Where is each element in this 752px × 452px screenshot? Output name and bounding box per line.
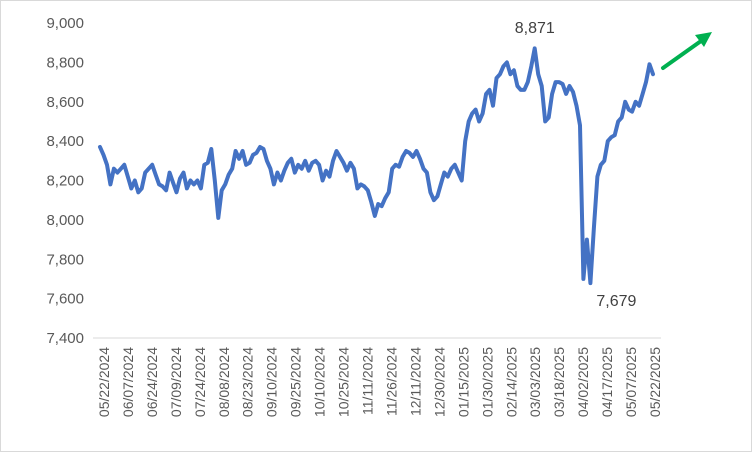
y-tick-label: 8,000 [46, 212, 84, 229]
x-tick-label: 03/03/2025 [527, 347, 543, 417]
x-tick-label: 05/22/2024 [96, 347, 112, 417]
x-tick-label: 07/24/2024 [192, 347, 208, 417]
x-tick-label: 11/11/2024 [360, 347, 376, 415]
x-tick-label: 12/11/2024 [407, 347, 423, 416]
x-tick-label: 11/26/2024 [383, 347, 399, 416]
x-tick-label: 04/02/2025 [575, 347, 591, 417]
y-axis-labels: 7,400 7,600 7,800 8,000 8,200 8,400 8,600 8,800… [46, 15, 84, 347]
x-tick-label: 01/30/2025 [479, 347, 495, 417]
annotation-low-label: 7,679 [596, 293, 636, 310]
annotation-high-label: 8,871 [515, 20, 555, 37]
x-tick-label: 06/07/2024 [120, 347, 136, 417]
x-tick-label: 09/10/2024 [264, 347, 280, 417]
x-tick-label: 12/30/2024 [431, 347, 447, 417]
x-tick-label: 04/17/2025 [599, 347, 615, 417]
y-tick-label: 8,800 [46, 54, 84, 71]
x-tick-label: 02/14/2025 [503, 347, 519, 417]
x-axis-labels: 05/22/2024 06/07/2024 06/24/2024 07/09/2024… [96, 347, 663, 417]
y-tick-label: 7,600 [46, 291, 84, 308]
x-tick-label: 08/23/2024 [240, 347, 256, 417]
y-tick-label: 8,200 [46, 173, 84, 190]
x-tick-label: 09/25/2024 [288, 347, 304, 417]
y-tick-label: 8,600 [46, 94, 84, 111]
x-tick-label: 10/25/2024 [336, 347, 352, 417]
x-tick-label: 01/15/2025 [455, 347, 471, 417]
y-tick-label: 8,400 [46, 133, 84, 150]
y-tick-label: 9,000 [46, 15, 84, 32]
y-tick-label: 7,400 [46, 330, 84, 347]
trend-arrow-icon [661, 39, 703, 70]
x-tick-label: 06/24/2024 [144, 347, 160, 417]
x-tick-label: 10/10/2024 [312, 347, 328, 417]
x-tick-label: 07/09/2024 [168, 347, 184, 417]
x-tick-label: 03/18/2025 [551, 347, 567, 417]
x-tick-label: 05/22/2025 [647, 347, 663, 417]
y-tick-label: 7,800 [46, 251, 84, 268]
x-tick-label: 08/08/2024 [216, 347, 232, 417]
x-tick-label: 05/07/2025 [623, 347, 639, 417]
trend-arrow-head-icon [695, 32, 712, 47]
series-line [98, 46, 655, 286]
